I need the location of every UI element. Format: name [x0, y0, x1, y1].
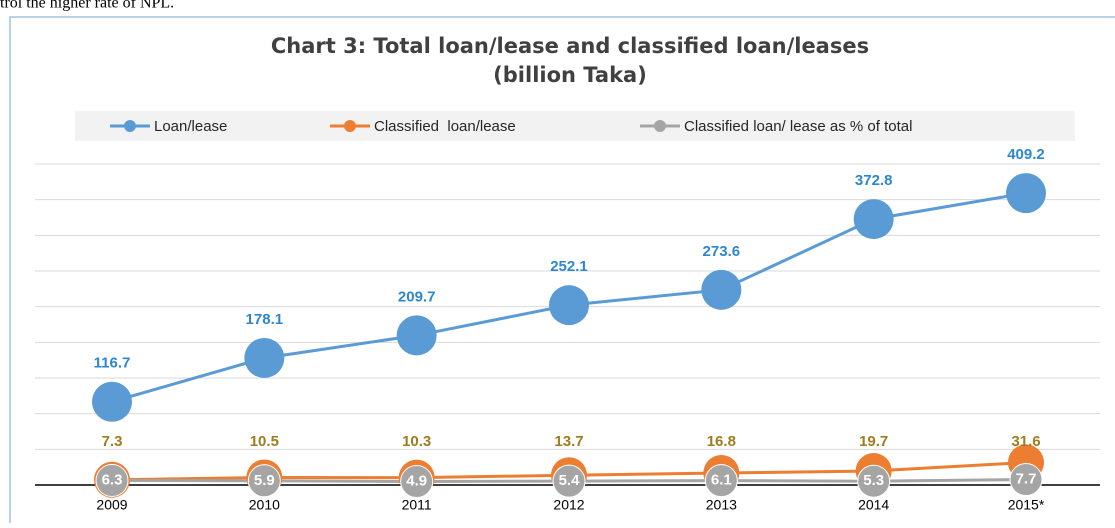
- data-label: 252.1: [550, 258, 588, 275]
- data-point: [92, 381, 132, 422]
- chart-frame: [9, 16, 1115, 528]
- data-point: [396, 315, 437, 356]
- x-tick-label: 2015*: [1008, 497, 1045, 513]
- data-label: 178.1: [246, 311, 284, 328]
- data-point: [552, 464, 586, 498]
- legend-label: Classified loan/ lease as % of total: [684, 118, 912, 135]
- data-label: 31.6: [1011, 433, 1040, 450]
- data-label: 10.5: [250, 433, 279, 450]
- data-point: [95, 464, 129, 498]
- data-label: 6.1: [711, 472, 732, 489]
- data-label: 116.7: [94, 355, 131, 372]
- chart-title: Chart 3: Total loan/lease and classified…: [271, 34, 869, 58]
- data-point: [1009, 463, 1043, 497]
- data-point: [244, 337, 285, 378]
- x-tick-label: 2010: [249, 497, 280, 513]
- data-label: 6.3: [102, 471, 123, 488]
- data-point: [400, 465, 434, 499]
- data-label: 372.8: [855, 172, 893, 189]
- legend-marker: [344, 120, 356, 132]
- x-tick-label: 2014: [858, 497, 889, 513]
- data-label: 13.7: [554, 433, 583, 450]
- chart-subtitle: (billion Taka): [493, 63, 647, 87]
- caption-above: trol the higher rate of NPL.: [0, 0, 174, 12]
- legend-label: Classified loan/lease: [374, 118, 516, 135]
- data-label: 7.3: [102, 433, 123, 450]
- x-tick-label: 2011: [402, 497, 432, 513]
- x-tick-label: 2013: [706, 497, 737, 513]
- data-label: 5.3: [863, 472, 884, 489]
- data-label: 4.9: [406, 472, 427, 489]
- data-label: 19.7: [859, 433, 888, 450]
- x-tick-label: 2009: [96, 497, 127, 513]
- legend-band: [75, 111, 1075, 141]
- data-label: 5.4: [559, 472, 581, 489]
- data-label: 7.7: [1016, 470, 1037, 487]
- data-point: [701, 269, 742, 310]
- data-label: 209.7: [398, 288, 436, 305]
- x-tick-label: 2012: [553, 497, 584, 513]
- data-point: [704, 464, 738, 498]
- data-label: 5.9: [254, 472, 275, 489]
- data-label: 16.8: [707, 433, 736, 450]
- data-point: [853, 199, 894, 240]
- data-label: 273.6: [703, 243, 741, 260]
- data-label: 10.3: [402, 433, 431, 450]
- legend-marker: [124, 120, 136, 132]
- data-point: [549, 285, 589, 326]
- data-point: [857, 464, 891, 498]
- data-point: [1006, 173, 1046, 214]
- legend-label: Loan/lease: [154, 118, 227, 135]
- data-label: 409.2: [1007, 146, 1045, 163]
- data-point: [247, 464, 281, 498]
- legend-marker: [654, 120, 666, 132]
